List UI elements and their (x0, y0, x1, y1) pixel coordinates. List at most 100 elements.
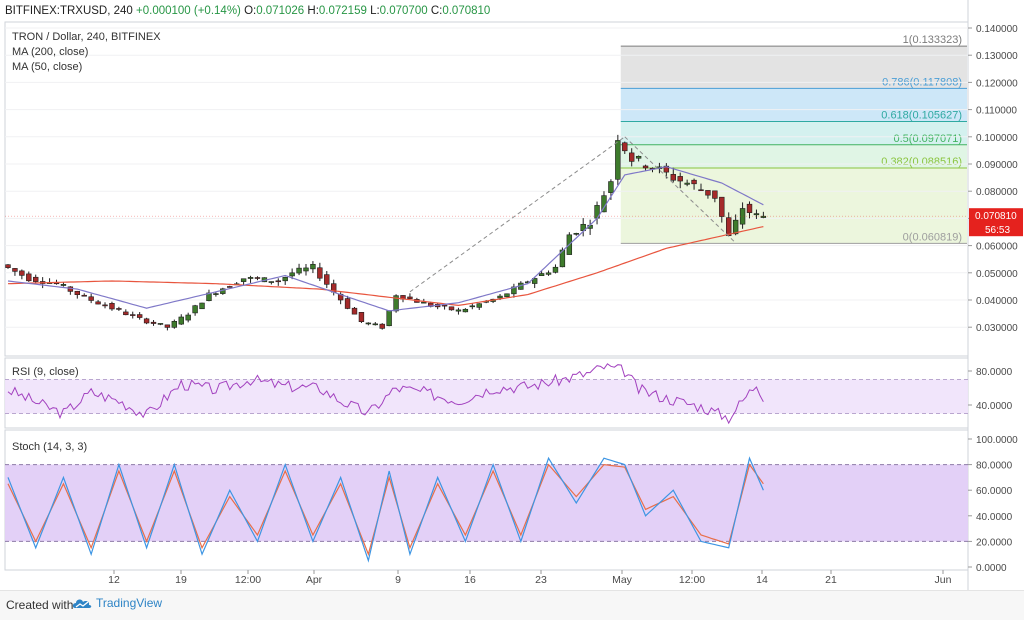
open-value: 0.071026 (256, 5, 307, 17)
candle-body (254, 277, 261, 279)
time-tick-label: 23 (535, 574, 547, 586)
trend-line-1 (624, 136, 736, 244)
rsi-legend: RSI (9, close) (12, 366, 79, 378)
time-tick-label: 21 (825, 574, 837, 586)
candle-body (642, 165, 649, 169)
candle-body (386, 310, 392, 327)
candle-body (698, 189, 704, 192)
change-value: +0.000100 (+0.14%) (136, 5, 244, 17)
candle-body (393, 295, 399, 312)
fib-label-0.5: 0.5(0.097071) (894, 133, 963, 145)
candle-body (635, 155, 642, 159)
candle-body (351, 307, 358, 315)
price-tick-label: 0.130000 (976, 51, 1018, 62)
time-tick-label: Jun (935, 574, 952, 586)
candle-body (504, 293, 510, 298)
candle-body (185, 314, 191, 321)
tradingview-cloud-icon (72, 599, 92, 608)
price-tick-label: 0.090000 (976, 160, 1018, 171)
candle-body (296, 267, 302, 274)
candle-body (531, 278, 538, 284)
low-value: 0.070700 (380, 5, 431, 17)
legend-ma50: MA (50, close) (12, 61, 82, 73)
candle-body (573, 233, 579, 235)
price-tick-label: 0.040000 (976, 296, 1018, 307)
fib-zone-0.786-0.618 (620, 88, 967, 122)
candle-body (95, 301, 101, 305)
candle-body (192, 305, 198, 314)
candle-body (227, 286, 233, 288)
trading-chart[interactable]: 1(0.133323)0.786(0.117808)0.618(0.105627… (0, 0, 1024, 590)
candle-body (303, 267, 309, 272)
fib-zone-0.618-0.5 (620, 121, 967, 145)
candle-body (157, 323, 164, 325)
time-tick-label: 9 (395, 574, 401, 586)
time-tick-label: May (612, 574, 633, 586)
candle-body (344, 298, 351, 309)
countdown-value: 56:53 (985, 225, 1010, 236)
last-price-value: 0.070810 (975, 211, 1017, 222)
candle-body (12, 268, 18, 272)
stoch-k-line (7, 456, 764, 563)
candle-body (199, 302, 205, 310)
candle-body (171, 320, 178, 328)
candle-body (102, 304, 108, 307)
legend-main: TRON / Dollar, 240, BITFINEX (12, 31, 161, 43)
candle-body (213, 293, 219, 295)
tradingview-brand: TradingView (96, 596, 163, 610)
fib-zone-0.5-0.382 (620, 144, 967, 169)
candle-body (150, 321, 157, 324)
rsi-line (7, 363, 764, 425)
candle-body (670, 174, 676, 181)
candle-body (497, 295, 503, 299)
candle-body (746, 203, 753, 213)
candle-body (136, 314, 143, 318)
price-tick-label: 0.030000 (976, 323, 1018, 334)
candle-body (365, 322, 372, 325)
candle-body (143, 318, 150, 324)
fib-label-0.382: 0.382(0.088516) (881, 156, 962, 168)
last-price-badge (969, 208, 1023, 237)
tradingview-link[interactable]: TradingView (72, 596, 162, 610)
candle-body (684, 182, 690, 185)
candle-body (552, 266, 559, 273)
time-tick-label: 14 (756, 574, 768, 586)
price-tick-label: 0.080000 (976, 187, 1018, 198)
candle-body (628, 152, 635, 162)
time-tick-label: 12:00 (235, 574, 261, 586)
rsi-tick-label: 40.0000 (976, 401, 1013, 412)
open-label: O: (244, 5, 256, 17)
price-tick-label: 0.050000 (976, 269, 1018, 280)
candle-body (109, 303, 115, 310)
candle-body (726, 217, 732, 237)
candle-body (712, 190, 718, 199)
time-tick-label: 12 (108, 574, 120, 586)
fib-label-0.618: 0.618(0.105627) (881, 109, 962, 121)
candle-body (130, 314, 136, 316)
candle-body (33, 276, 39, 282)
candle-body (732, 219, 739, 235)
legend-ma200: MA (200, close) (12, 46, 88, 58)
stoch-tick-label: 80.0000 (976, 461, 1013, 472)
rsi-tick-label: 80.0000 (976, 367, 1013, 378)
candle-body (705, 190, 711, 196)
high-value: 0.072159 (319, 5, 370, 17)
price-tick-label: 0.110000 (976, 106, 1017, 117)
chart-header: BITFINEX:TRXUSD, 240 +0.000100 (+0.14%) … (5, 5, 490, 17)
stoch-tick-label: 0.0000 (976, 563, 1007, 574)
candle-body (289, 272, 295, 277)
candle-body (178, 316, 184, 325)
candle-body (240, 278, 247, 282)
time-tick-label: 12:00 (679, 574, 705, 586)
fib-label-1: 1(0.133323) (903, 34, 962, 46)
trend-line-0 (409, 136, 626, 293)
fib-label-0: 0(0.060819) (903, 231, 962, 243)
symbol-label: BITFINEX:TRXUSD, 240 (5, 5, 136, 17)
stoch-legend: Stoch (14, 3, 3) (12, 441, 87, 453)
candle-body (5, 264, 11, 268)
footer: Created with TradingView (0, 590, 1024, 620)
time-tick-label: Apr (306, 574, 323, 586)
close-label: C: (431, 5, 443, 17)
candle-body (268, 281, 275, 283)
candle-body (615, 140, 621, 180)
